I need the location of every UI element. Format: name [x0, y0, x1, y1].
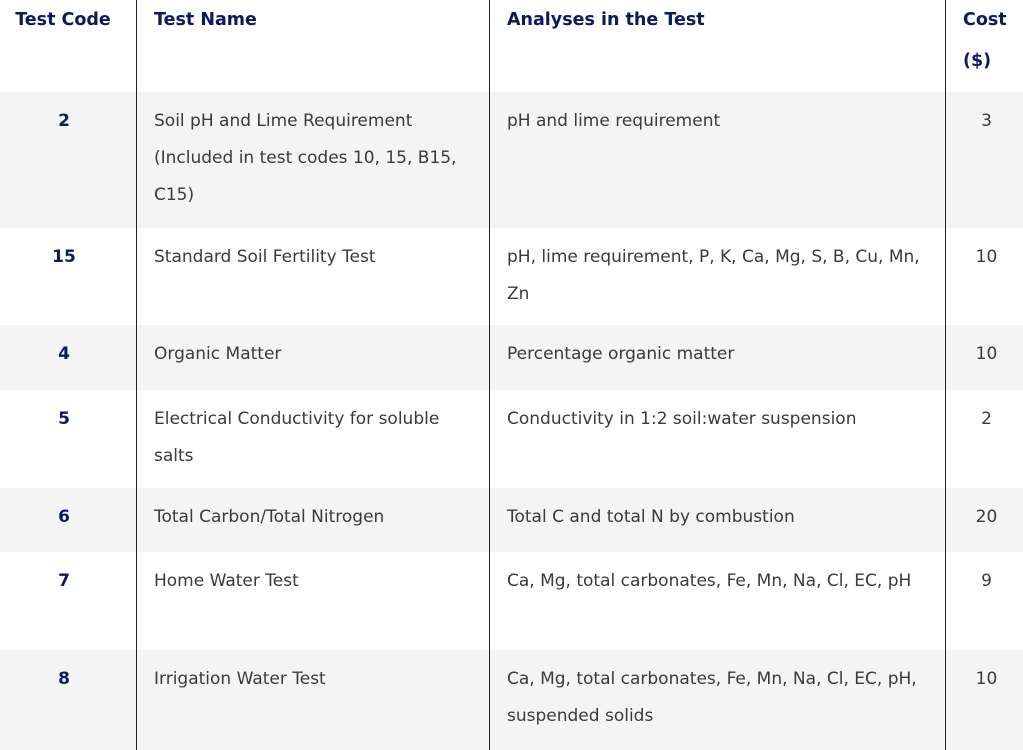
analyses-cell: pH, lime requirement, P, K, Ca, Mg, S, B…: [489, 228, 945, 325]
cost-cell: 10: [945, 325, 1023, 390]
test-name-cell: Irrigation Water Test: [136, 650, 489, 750]
test-code-cell: 2: [0, 92, 136, 228]
test-name-cell: Organic Matter: [136, 325, 489, 390]
header-analyses: Analyses in the Test: [489, 0, 945, 92]
cost-cell: 3: [945, 92, 1023, 228]
test-code-cell: 4: [0, 325, 136, 390]
header-cost: Cost ($): [945, 0, 1023, 92]
analyses-cell: Percentage organic matter: [489, 325, 945, 390]
test-code-cell: 15: [52, 247, 76, 267]
test-name-cell: Soil pH and Lime Requirement (Included i…: [136, 92, 489, 228]
analyses-cell: Conductivity in 1:2 soil:water suspensio…: [489, 390, 945, 488]
analyses-cell: Total C and total N by combustion: [489, 488, 945, 552]
test-code-cell: 7: [58, 571, 70, 591]
test-code-cell: 5: [58, 409, 70, 429]
test-code-cell: 6: [0, 488, 136, 552]
header-test-code: Test Code: [15, 10, 111, 30]
cost-cell: 20: [945, 488, 1023, 552]
test-code-cell: 8: [0, 650, 136, 750]
analyses-cell: Ca, Mg, total carbonates, Fe, Mn, Na, Cl…: [489, 650, 945, 750]
header-test-name: Test Name: [136, 0, 489, 92]
test-name-cell: Electrical Conductivity for soluble salt…: [136, 390, 489, 488]
cost-cell: 2: [945, 390, 1023, 488]
analyses-cell: Ca, Mg, total carbonates, Fe, Mn, Na, Cl…: [489, 552, 945, 650]
analyses-cell: pH and lime requirement: [489, 92, 945, 228]
test-name-cell: Standard Soil Fertility Test: [136, 228, 489, 325]
cost-cell: 9: [945, 552, 1023, 650]
test-name-cell: Total Carbon/Total Nitrogen: [136, 488, 489, 552]
cost-cell: 10: [945, 650, 1023, 750]
cost-cell: 10: [945, 228, 1023, 325]
test-name-cell: Home Water Test: [136, 552, 489, 650]
